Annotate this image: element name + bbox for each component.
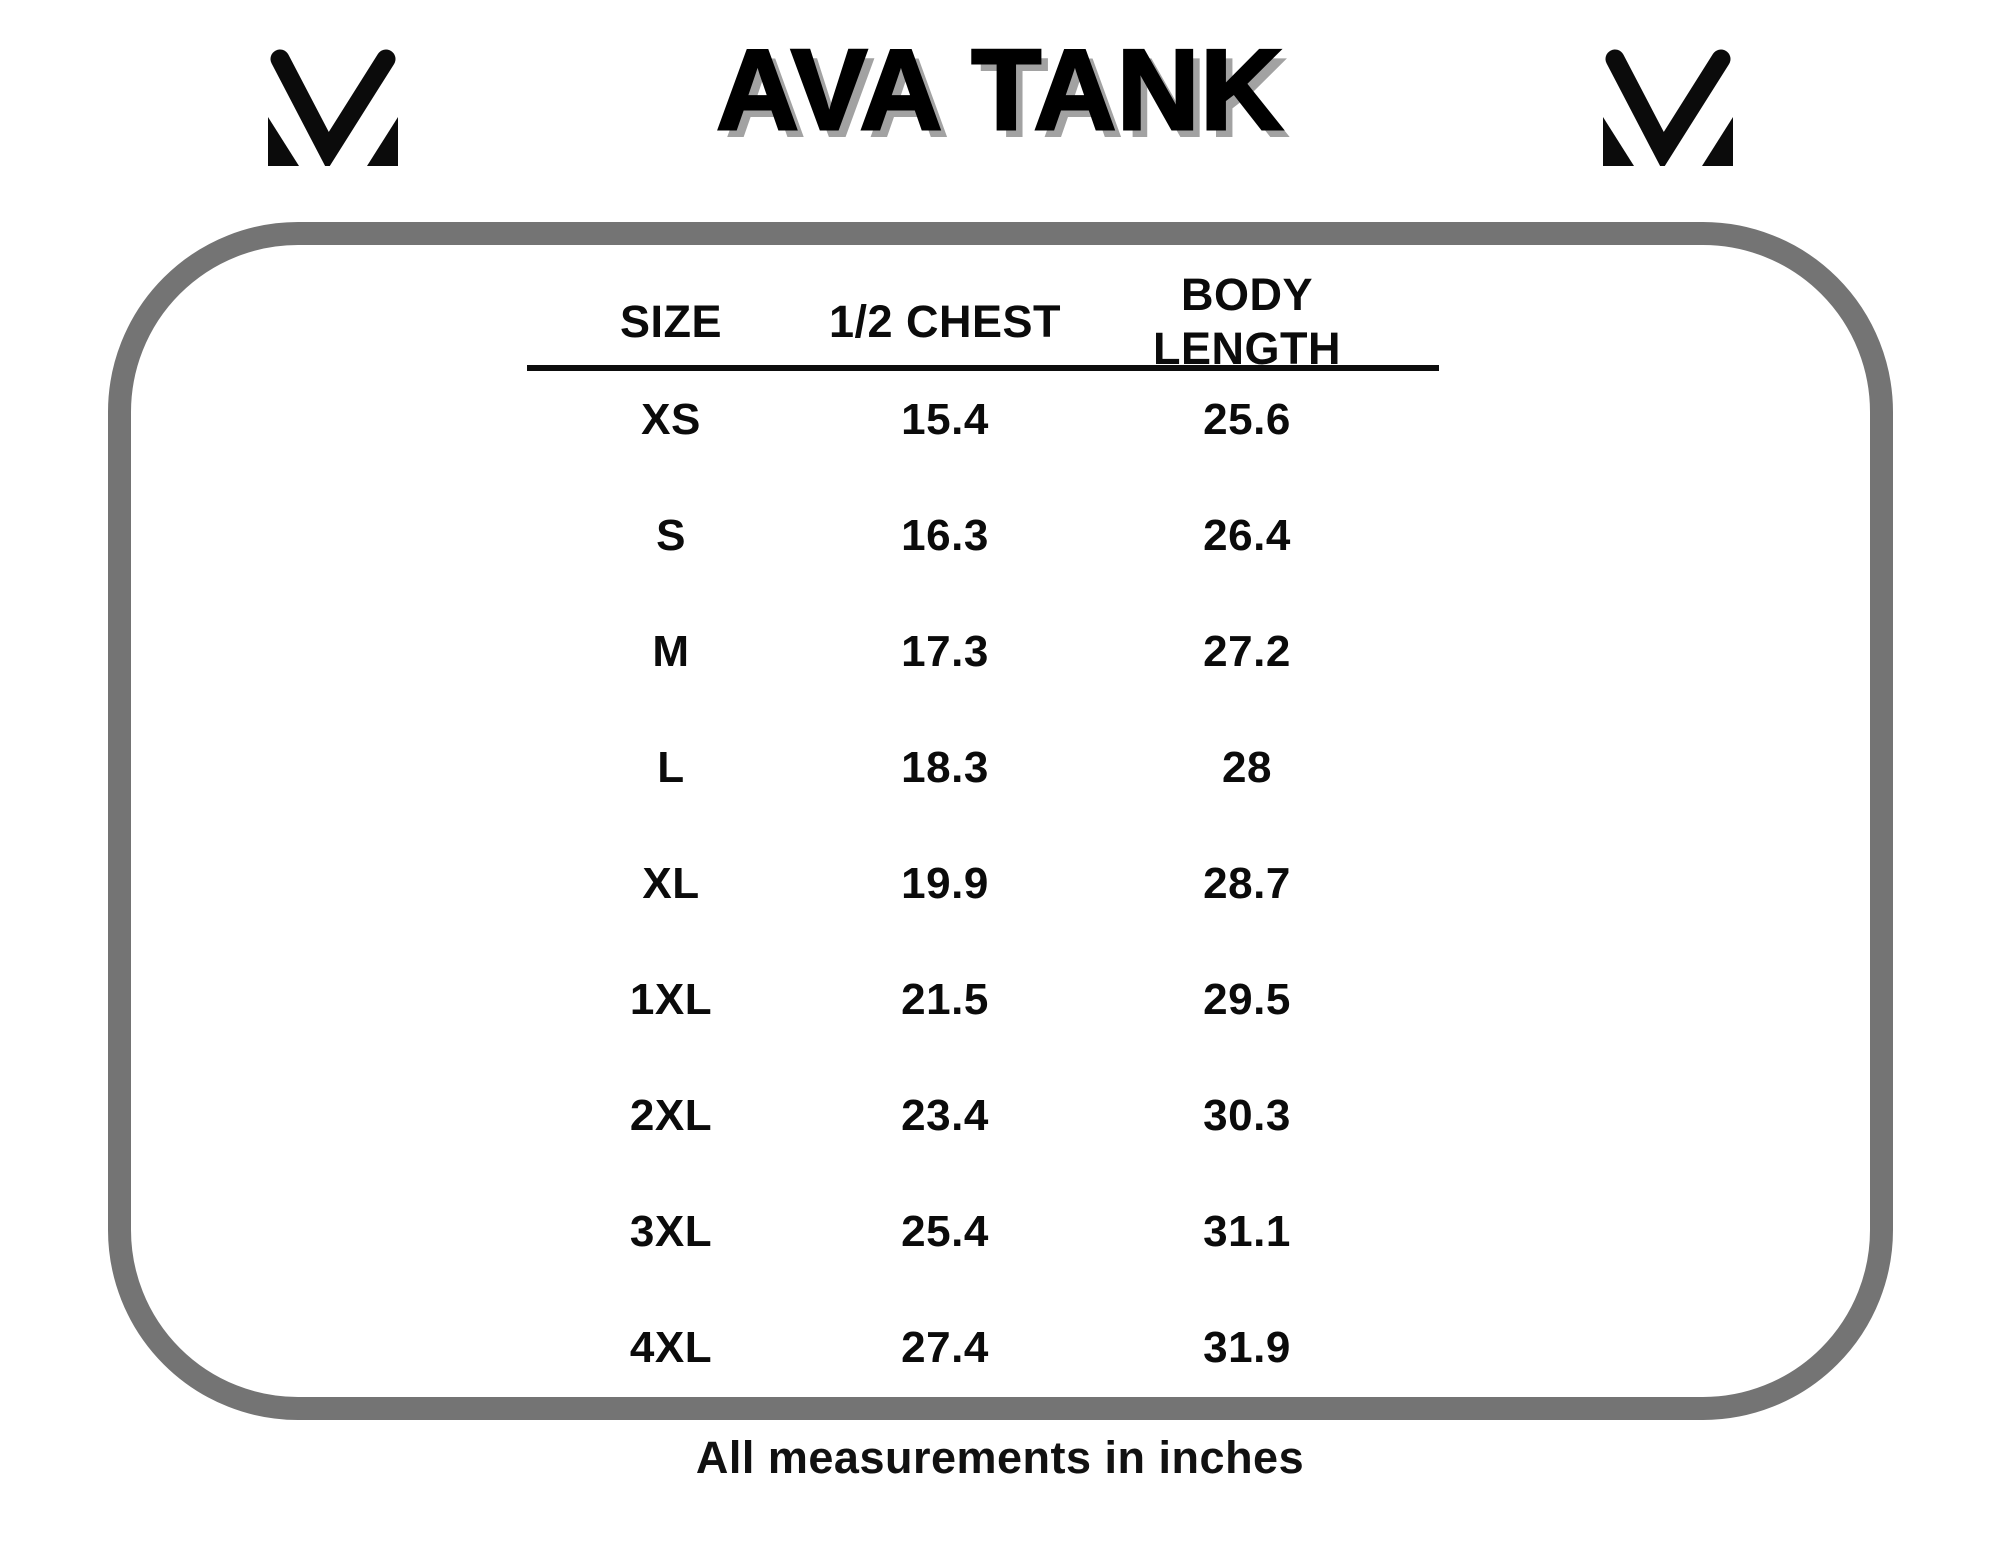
size-cell: S — [656, 511, 686, 560]
chest-cell: 27.4 — [901, 1323, 989, 1372]
measurements-note: All measurements in inches — [695, 1432, 1305, 1483]
table-row: 1XL 21.5 29.5 — [440, 942, 1540, 1058]
length-cell: 28 — [1222, 743, 1272, 792]
mv-monogram-icon — [1603, 48, 1733, 171]
header-divider-line — [527, 365, 1439, 371]
size-cell: L — [657, 743, 685, 792]
size-cell: 1XL — [629, 975, 713, 1024]
size-cell: 3XL — [629, 1207, 713, 1256]
length-cell: 31.1 — [1203, 1207, 1291, 1256]
table-row: 2XL 23.4 30.3 — [440, 1058, 1540, 1174]
chest-cell: 23.4 — [901, 1091, 989, 1140]
table-row: S 16.3 26.4 — [440, 478, 1540, 594]
chest-cell: 15.4 — [901, 395, 989, 444]
length-cell: 31.9 — [1203, 1323, 1291, 1372]
mv-monogram-icon — [268, 48, 398, 171]
table-row: L 18.3 28 — [440, 710, 1540, 826]
table-row: 3XL 25.4 31.1 — [440, 1174, 1540, 1290]
table-row: XL 19.9 28.7 — [440, 826, 1540, 942]
table-row: 4XL 27.4 31.9 — [440, 1290, 1540, 1406]
length-cell: 29.5 — [1203, 975, 1291, 1024]
size-chart-frame — [108, 222, 1893, 1420]
table-row: M 17.3 27.2 — [440, 594, 1540, 710]
chest-cell: 19.9 — [901, 859, 989, 908]
size-cell: M — [652, 627, 690, 676]
page-title: AVA TANK — [715, 27, 1284, 154]
length-cell: 26.4 — [1203, 511, 1291, 560]
column-header-half-chest: 1/2 CHEST — [828, 296, 1062, 347]
column-header-size: SIZE — [619, 296, 723, 347]
length-cell: 25.6 — [1203, 395, 1291, 444]
length-cell: 30.3 — [1203, 1091, 1291, 1140]
chest-cell: 25.4 — [901, 1207, 989, 1256]
size-cell: 2XL — [629, 1091, 713, 1140]
length-cell: 28.7 — [1203, 859, 1291, 908]
chest-cell: 18.3 — [901, 743, 989, 792]
chest-cell: 17.3 — [901, 627, 989, 676]
chest-cell: 16.3 — [901, 511, 989, 560]
column-header-body-length: BODY LENGTH — [1153, 269, 1341, 374]
size-cell: XL — [642, 859, 700, 908]
table-row: XS 15.4 25.6 — [440, 362, 1540, 478]
size-table: XS 15.4 25.6 S 16.3 26.4 M 17.3 27.2 L 1… — [440, 362, 1540, 1406]
size-cell: 4XL — [629, 1323, 713, 1372]
chest-cell: 21.5 — [901, 975, 989, 1024]
size-cell: XS — [641, 395, 701, 444]
length-cell: 27.2 — [1203, 627, 1291, 676]
